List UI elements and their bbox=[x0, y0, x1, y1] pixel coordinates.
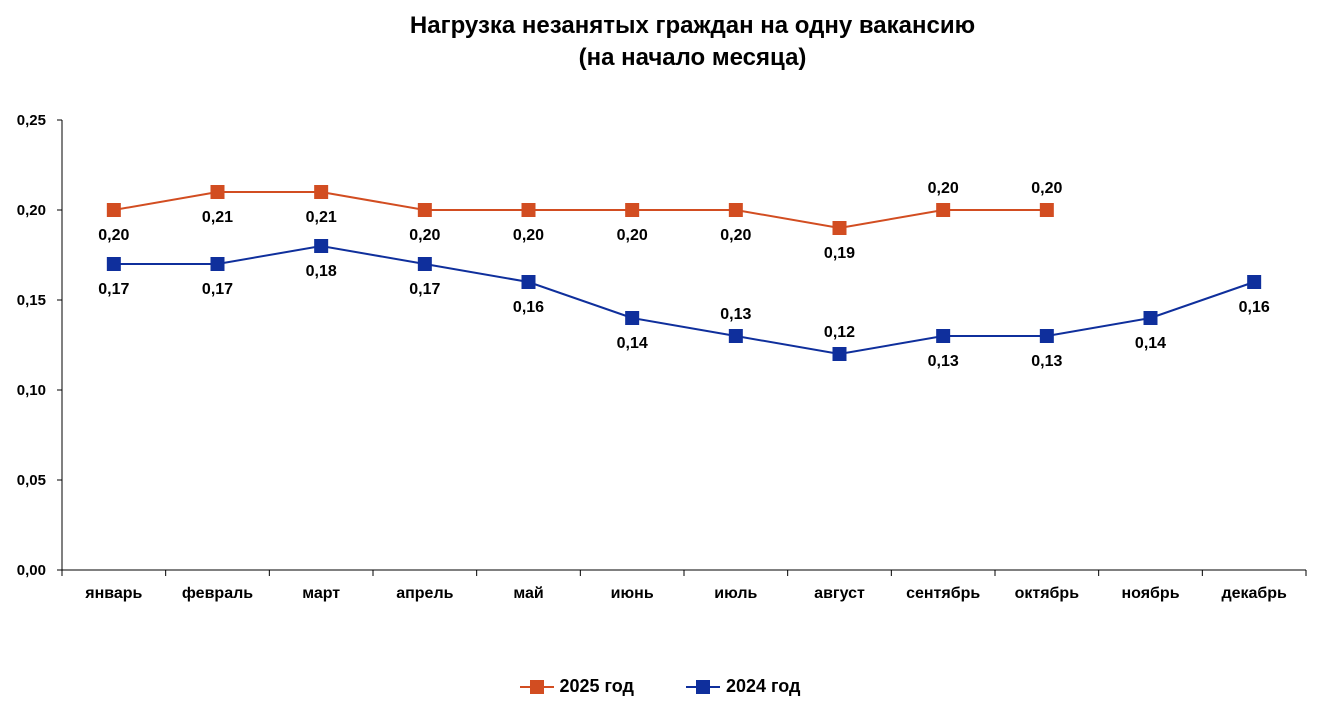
legend-label-2024: 2024 год bbox=[726, 676, 801, 696]
y-tick-label: 0,00 bbox=[17, 562, 46, 579]
line-chart: 0,00 0,05 0,10 0,15 0,20 0,25 январь февраль мар… bbox=[17, 112, 1307, 602]
x-tick-label: ноябрь bbox=[1121, 585, 1179, 602]
data-point bbox=[728, 203, 743, 217]
data-label: 0,20 bbox=[513, 227, 544, 244]
legend-item-2025: 2025 год bbox=[519, 676, 635, 697]
data-label: 0,18 bbox=[306, 263, 337, 280]
data-label: 0,12 bbox=[824, 324, 855, 341]
data-point bbox=[625, 203, 640, 217]
data-point bbox=[625, 311, 640, 325]
data-label: 0,16 bbox=[1239, 299, 1270, 316]
x-tick-label: март bbox=[302, 585, 340, 602]
data-label: 0,13 bbox=[928, 353, 959, 370]
x-tick-label: октябрь bbox=[1015, 585, 1080, 602]
data-label: 0,17 bbox=[202, 281, 233, 298]
legend-marker-2024 bbox=[686, 677, 720, 697]
data-point bbox=[936, 203, 951, 217]
data-label: 0,14 bbox=[1135, 335, 1166, 352]
data-label: 0,20 bbox=[1031, 180, 1062, 197]
data-point bbox=[314, 185, 329, 199]
x-tick-label: апрель bbox=[396, 585, 453, 602]
axes: 0,00 0,05 0,10 0,15 0,20 0,25 январь февраль мар… bbox=[17, 112, 1307, 602]
data-label: 0,14 bbox=[617, 335, 648, 352]
data-label: 0,20 bbox=[928, 180, 959, 197]
series-2025-год bbox=[106, 185, 1054, 235]
data-point bbox=[1039, 329, 1054, 343]
chart-title-line1: Нагрузка незанятых граждан на одну вакан… bbox=[409, 12, 976, 39]
y-tick-label: 0,15 bbox=[17, 292, 46, 309]
chart-title: Нагрузка незанятых граждан на одну вакан… bbox=[0, 10, 1320, 74]
data-label: 0,13 bbox=[1031, 353, 1062, 370]
data-label: 0,16 bbox=[513, 299, 544, 316]
data-point bbox=[832, 221, 847, 235]
data-point bbox=[417, 257, 432, 271]
legend-item-2024: 2024 год bbox=[686, 676, 801, 697]
y-tick-label: 0,10 bbox=[17, 382, 46, 399]
x-tick-label: август bbox=[814, 585, 865, 602]
data-point bbox=[936, 329, 951, 343]
data-point bbox=[728, 329, 743, 343]
x-tick-label: июль bbox=[714, 585, 757, 602]
data-point bbox=[521, 275, 536, 289]
data-point bbox=[1143, 311, 1158, 325]
data-label: 0,20 bbox=[720, 227, 751, 244]
data-point bbox=[314, 239, 329, 253]
data-point bbox=[417, 203, 432, 217]
x-tick-label: февраль bbox=[182, 585, 253, 602]
data-label: 0,13 bbox=[720, 306, 751, 323]
data-label: 0,20 bbox=[409, 227, 440, 244]
series-2024-год bbox=[106, 239, 1262, 361]
chart-title-line2: (на начало месяца) bbox=[578, 44, 807, 71]
x-tick-label: июнь bbox=[611, 585, 654, 602]
data-point bbox=[106, 203, 121, 217]
x-tick-label: декабрь bbox=[1221, 585, 1287, 602]
x-tick-label: сентябрь bbox=[906, 585, 980, 602]
series-line bbox=[113, 244, 1255, 356]
data-label: 0,19 bbox=[824, 245, 855, 262]
data-label: 0,21 bbox=[306, 209, 337, 226]
data-point bbox=[210, 185, 225, 199]
data-label: 0,17 bbox=[409, 281, 440, 298]
y-tick-label: 0,20 bbox=[17, 202, 46, 219]
data-point bbox=[210, 257, 225, 271]
data-label: 0,20 bbox=[617, 227, 648, 244]
data-point bbox=[1039, 203, 1054, 217]
y-tick-label: 0,05 bbox=[17, 472, 46, 489]
legend: 2025 год 2024 год bbox=[0, 676, 1320, 697]
series-line bbox=[113, 191, 1047, 230]
data-label: 0,17 bbox=[98, 281, 129, 298]
x-tick-label: май bbox=[513, 585, 543, 602]
x-tick-label: январь bbox=[84, 585, 142, 602]
y-tick-label: 0,25 bbox=[17, 112, 46, 129]
data-labels: 0,20 0,21 0,21 0,20 0,20 0,20 0,20 0,19 0,20 0,20… bbox=[98, 180, 1270, 370]
legend-marker-2025 bbox=[519, 677, 554, 697]
data-point bbox=[521, 203, 536, 217]
data-label: 0,21 bbox=[202, 209, 233, 226]
series-layer bbox=[106, 185, 1262, 361]
data-point bbox=[1247, 275, 1262, 289]
legend-label-2025: 2025 год bbox=[559, 676, 635, 696]
data-point bbox=[106, 257, 121, 271]
data-point bbox=[832, 347, 847, 361]
data-label: 0,20 bbox=[98, 227, 129, 244]
